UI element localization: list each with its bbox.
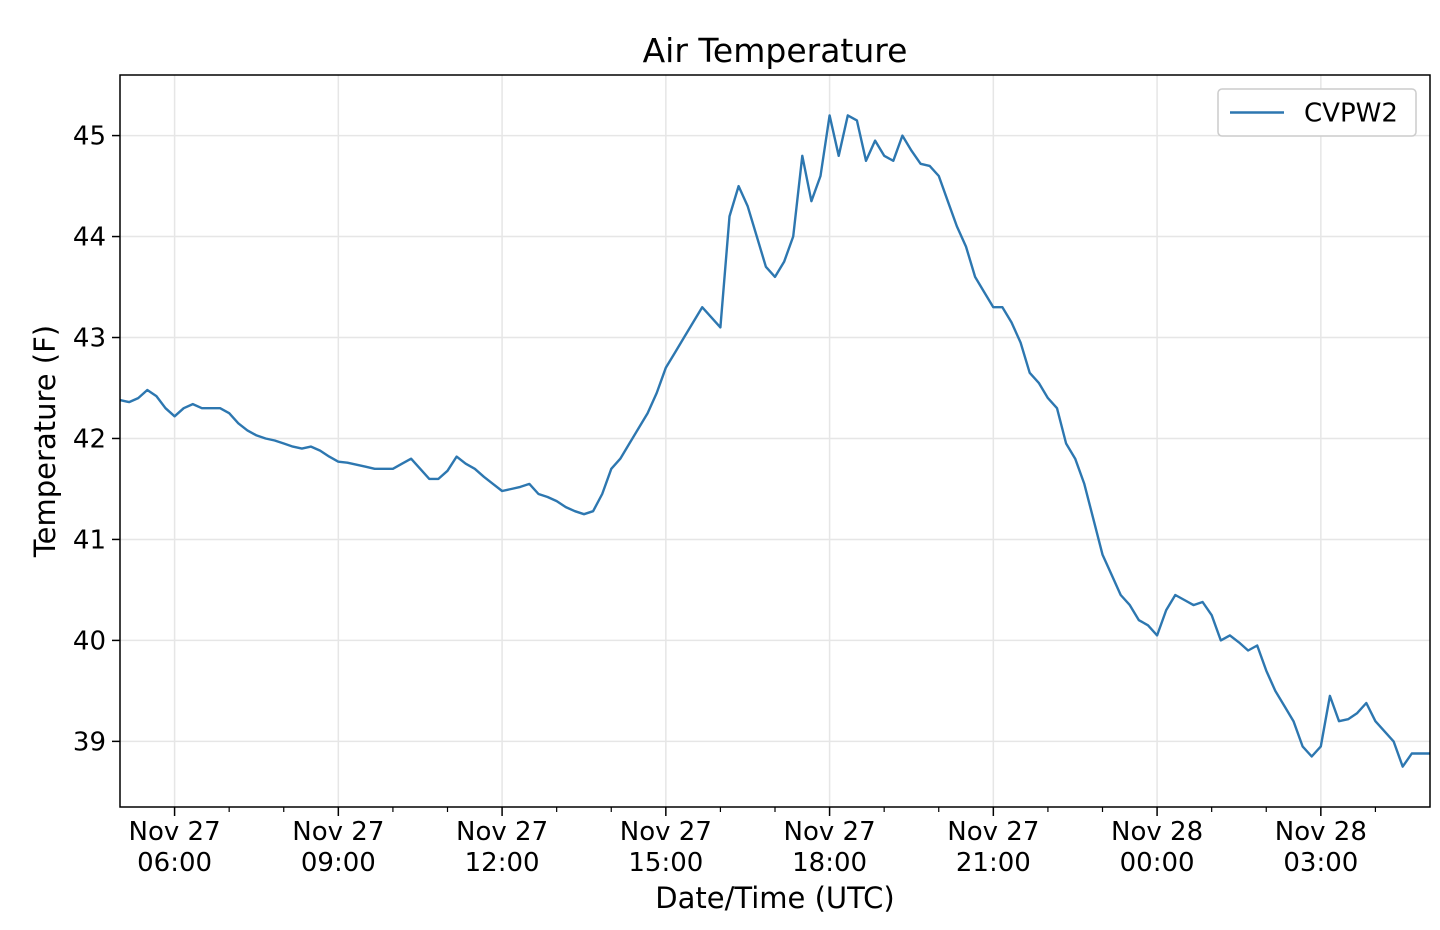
x-tick-label-time: 15:00: [628, 848, 703, 878]
x-axis-title: Date/Time (UTC): [655, 881, 894, 915]
y-axis-ticks: 39 40 41 42 43 44 45: [73, 122, 120, 757]
grid-lines: [120, 75, 1430, 807]
y-tick-label: 41: [73, 525, 106, 555]
series-lines: [119, 114, 1430, 768]
legend: CVPW2: [1217, 88, 1417, 137]
x-tick-label-date: Nov 27: [620, 817, 712, 847]
x-tick-label-time: 06:00: [137, 848, 212, 878]
x-tick-label-date: Nov 27: [292, 817, 384, 847]
x-tick-label-date: Nov 28: [1111, 817, 1203, 847]
y-tick-label: 42: [73, 424, 106, 454]
x-tick-label-time: 09:00: [301, 848, 376, 878]
y-tick-label: 43: [73, 324, 106, 354]
x-tick-label-time: 00:00: [1120, 848, 1195, 878]
legend-label: CVPW2: [1304, 99, 1398, 129]
chart-title: Air Temperature: [643, 31, 908, 70]
y-tick-label: 44: [73, 223, 106, 253]
y-tick-label: 39: [73, 727, 106, 757]
x-tick-label-time: 12:00: [465, 848, 540, 878]
x-tick-label-date: Nov 28: [1275, 817, 1367, 847]
x-tick-label-date: Nov 27: [784, 817, 876, 847]
x-tick-label-time: 03:00: [1283, 848, 1358, 878]
x-tick-label-date: Nov 27: [947, 817, 1039, 847]
y-axis-title: Temperature (F): [28, 325, 62, 558]
x-tick-label-date: Nov 27: [456, 817, 548, 847]
series-line-cvpw2: [119, 114, 1430, 768]
x-tick-label-time: 21:00: [956, 848, 1031, 878]
y-tick-label: 45: [73, 122, 106, 152]
x-tick-label-time: 18:00: [792, 848, 867, 878]
x-tick-label-date: Nov 27: [129, 817, 221, 847]
y-tick-label: 40: [73, 626, 106, 656]
plot-area-frame: [119, 74, 1431, 808]
legend-box: [1217, 88, 1417, 137]
